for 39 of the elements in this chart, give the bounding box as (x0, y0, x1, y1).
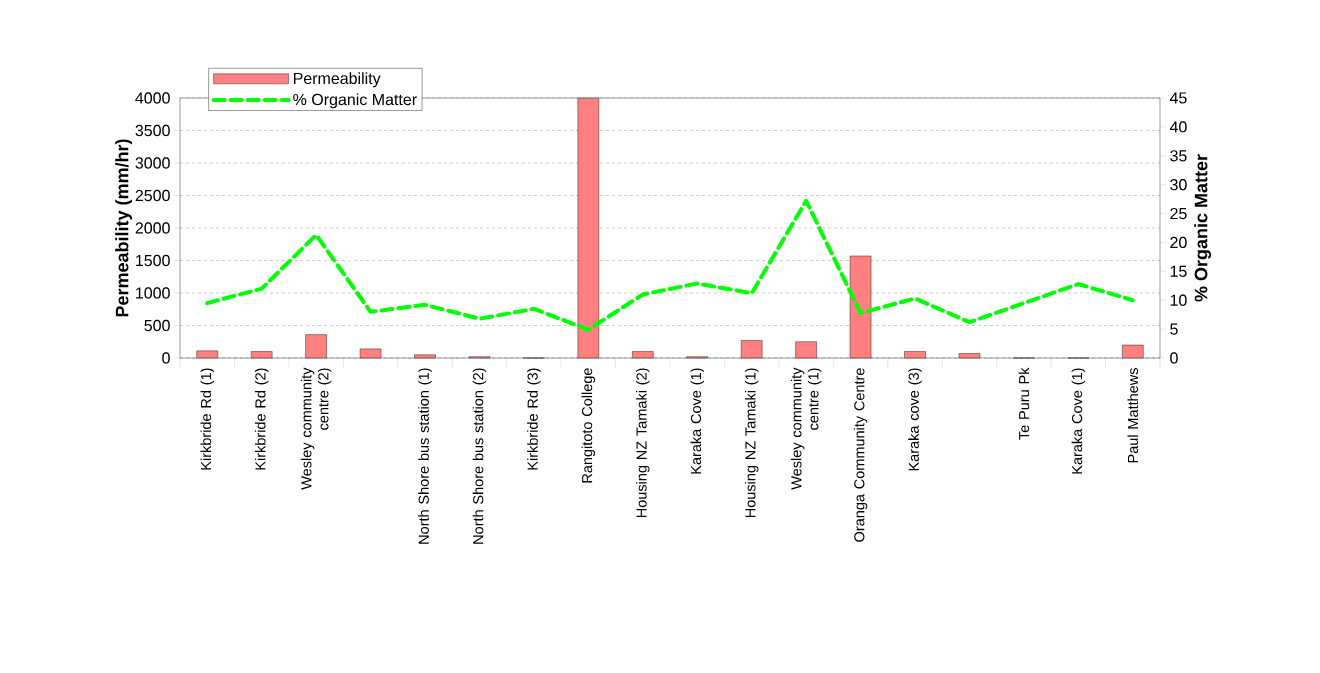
y-axis-title: Permeability (mm/hr) (115, 139, 133, 317)
y-tick-label: 3000 (135, 157, 170, 169)
y-tick-label: 3500 (135, 124, 170, 137)
x-tick-label: Te Puru Pk (1018, 367, 1030, 440)
y-tick-label: 1500 (136, 254, 170, 267)
x-tick-label: Oranga Community Centre (853, 368, 868, 542)
y2-tick-label: 10 (1170, 294, 1187, 306)
y2-tick-label: 20 (1170, 236, 1187, 249)
y-tick-label: 1000 (136, 287, 170, 299)
x-tick-label: Kirkbride Rd (1) (200, 368, 214, 470)
x-tick-label: Kirkbride Rd (2) (254, 368, 269, 470)
x-tick-label: North Shore bus station (1) (418, 368, 432, 544)
x-tick-label: Wesley community centre (1) (790, 367, 822, 490)
x-tick-label: Wesley community centre (2) (300, 367, 332, 490)
x-tick-label: Karaka cove (3) (908, 368, 922, 471)
x-tick-label: Rangitoto College (581, 368, 596, 483)
x-tick-label: Karaka Cove (1) (1071, 368, 1086, 474)
y2-tick-label: 30 (1170, 179, 1187, 191)
y2-axis-title: % Organic Matter (1194, 154, 1212, 302)
x-tick-label: Karaka Cove (1) (690, 368, 704, 474)
x-tick-label: Kirkbride Rd (3) (527, 368, 541, 470)
y-tick-label: 4000 (135, 92, 170, 104)
x-tick-label: Housing NZ Tamaki (2) (636, 368, 650, 518)
y-tick-label: 2000 (135, 222, 170, 234)
y2-tick-label: 25 (1170, 207, 1187, 220)
y-tick-label: 0 (162, 352, 170, 364)
y2-tick-label: 0 (1170, 352, 1178, 364)
legend-label: Permeability (293, 72, 381, 88)
y-tick-label: 500 (144, 319, 170, 332)
y2-tick-label: 15 (1170, 265, 1187, 277)
y2-tick-label: 40 (1169, 121, 1187, 133)
y2-tick-label: 45 (1169, 92, 1187, 104)
legend-label: % Organic Matter (293, 93, 417, 109)
x-tick-label: Housing NZ Tamaki (1) (744, 368, 759, 518)
y2-tick-label: 5 (1170, 323, 1178, 335)
y2-tick-label: 35 (1170, 150, 1187, 162)
y-tick-label: 2500 (135, 189, 170, 202)
x-tick-label: North Shore bus station (2) (472, 368, 487, 544)
x-tick-label: Paul Matthews (1127, 368, 1139, 463)
